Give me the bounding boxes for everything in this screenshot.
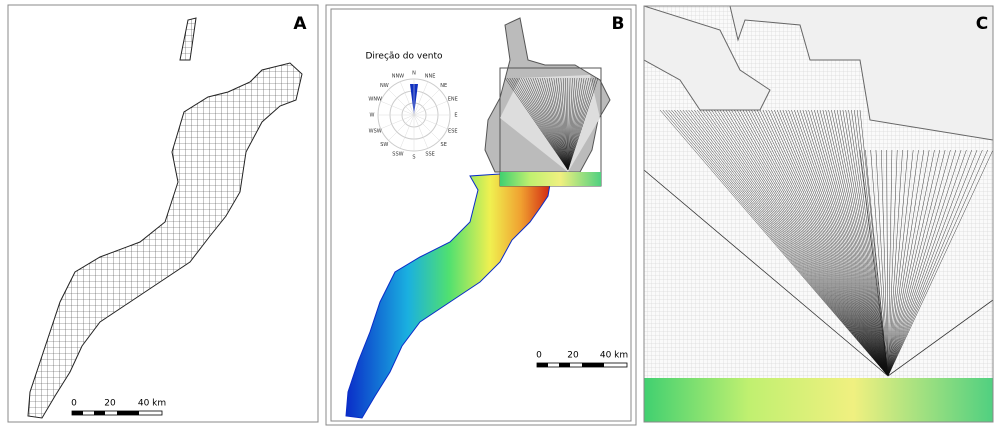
panel-a: A 0 20 40 km xyxy=(8,5,318,422)
rose-direction: SW xyxy=(380,142,388,148)
zoom-band xyxy=(500,172,601,186)
rose-direction: NNE xyxy=(425,74,436,80)
panel-label: A xyxy=(293,14,307,34)
rose-direction: N xyxy=(412,71,416,77)
rose-direction: NW xyxy=(380,83,389,89)
scale-label: 40 km xyxy=(600,351,628,361)
rose-direction: WSW xyxy=(369,129,382,135)
rose-direction: NNW xyxy=(392,74,404,80)
scale-label: 0 xyxy=(536,351,542,361)
scale-label: 0 xyxy=(71,399,77,409)
rose-direction: WNW xyxy=(368,96,382,102)
rose-title: Direção do vento xyxy=(366,52,443,62)
page: {"panels": [ {"label": "A", "scale": ["0… xyxy=(0,0,998,427)
rose-direction: SSW xyxy=(392,151,403,157)
figure: A 0 20 40 km B Direção do vento NNNENEEN… xyxy=(0,0,998,427)
scale-label: 20 xyxy=(567,351,579,361)
rose-direction: W xyxy=(370,113,375,119)
scale-label: 20 xyxy=(104,399,116,409)
rose-direction: NE xyxy=(440,83,447,89)
rose-direction: S xyxy=(412,155,415,161)
scale-label: 40 km xyxy=(138,399,166,409)
color-band xyxy=(644,378,993,422)
panel-c: C xyxy=(644,6,993,422)
rose-direction: E xyxy=(454,113,457,119)
panel-b: B Direção do vento N NNE NE ENE E ESE SE SSE S SS… xyxy=(326,5,636,425)
rose-direction: SSE xyxy=(425,151,435,157)
panel-label: B xyxy=(612,14,625,34)
rose-direction: ESE xyxy=(448,129,458,135)
panel-label: C xyxy=(976,14,988,34)
rose-direction: ENE xyxy=(448,96,458,102)
rose-direction: SE xyxy=(441,142,447,148)
